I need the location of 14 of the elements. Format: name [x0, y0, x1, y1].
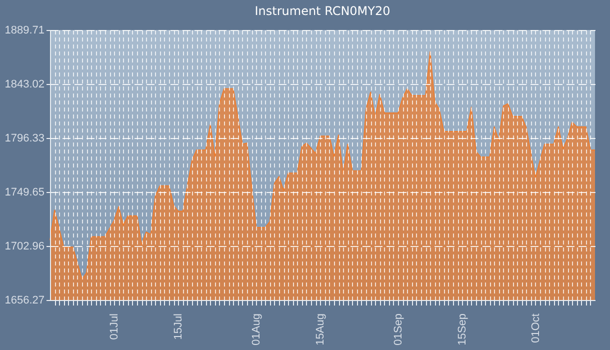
y-tick-label: 1749.65: [4, 186, 44, 198]
y-tick-label: 1656.27: [4, 294, 44, 306]
x-tick-label: 01Sep: [392, 314, 405, 346]
x-tick-label: 15Jul: [172, 314, 185, 340]
y-tick-label: 1702.96: [4, 240, 44, 252]
x-tick-label: 15Sep: [456, 314, 469, 346]
x-tick-label: 01Jul: [108, 314, 121, 340]
x-tick-label: 15Aug: [314, 314, 327, 346]
y-tick-label: 1889.71: [4, 24, 44, 36]
chart-title: Instrument RCN0MY20: [254, 4, 390, 18]
y-tick-label: 1843.02: [4, 78, 44, 90]
y-tick-label: 1796.33: [4, 132, 44, 145]
x-tick-label: 01Aug: [250, 314, 263, 346]
x-tick-label: 01Oct: [530, 314, 542, 343]
